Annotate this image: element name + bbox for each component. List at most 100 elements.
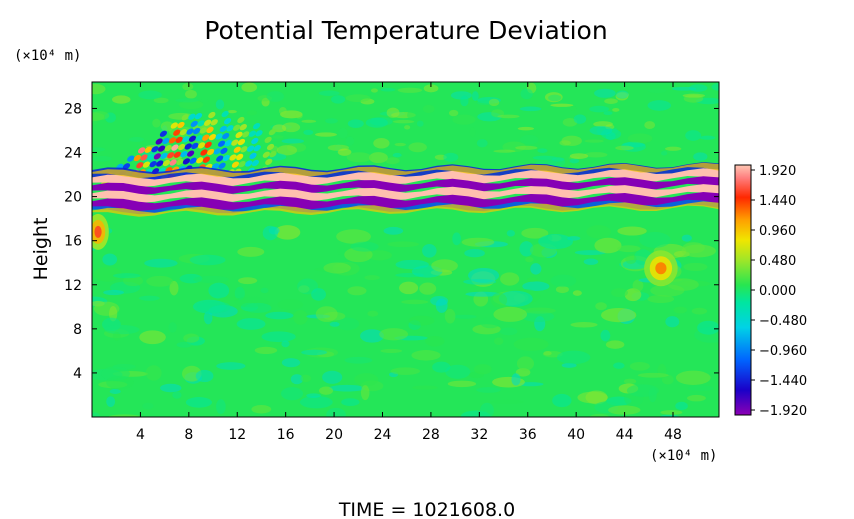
- field-texture: [182, 83, 194, 91]
- wave-cell: [208, 133, 217, 141]
- field-texture: [476, 139, 488, 148]
- field-texture: [338, 127, 348, 139]
- field-texture: [122, 275, 144, 287]
- field-texture: [315, 306, 338, 322]
- wave-cell: [160, 152, 168, 159]
- field-texture: [489, 399, 524, 405]
- field-texture: [153, 97, 169, 104]
- field-texture: [444, 308, 456, 324]
- field-texture: [660, 410, 683, 415]
- wave-cell: [169, 159, 177, 166]
- field-texture: [435, 298, 448, 313]
- wave-cell: [153, 153, 161, 160]
- field-texture: [299, 395, 333, 409]
- field-texture: [323, 262, 351, 274]
- wave-cell: [177, 143, 186, 151]
- field-texture: [92, 83, 106, 95]
- wave-cell: [176, 158, 184, 166]
- field-texture: [92, 155, 112, 162]
- warm-blob: [94, 225, 102, 238]
- field-texture: [281, 122, 301, 133]
- field-texture: [443, 152, 459, 162]
- wave-cell: [167, 152, 175, 159]
- field-texture: [281, 358, 301, 368]
- field-texture: [106, 396, 116, 408]
- field-texture: [675, 370, 711, 385]
- field-texture: [548, 94, 562, 102]
- wave-cell: [213, 148, 221, 155]
- field-texture: [616, 90, 629, 99]
- field-texture: [392, 119, 415, 124]
- field-texture: [238, 277, 258, 285]
- field-texture: [138, 295, 160, 301]
- field-texture: [647, 294, 675, 304]
- field-texture: [195, 369, 214, 383]
- field-texture: [463, 278, 497, 285]
- field-texture: [675, 401, 688, 411]
- field-texture: [617, 226, 647, 236]
- wave-cell: [268, 129, 276, 136]
- field-texture: [111, 95, 131, 104]
- field-texture: [237, 246, 265, 257]
- field-texture: [152, 118, 161, 128]
- field-texture: [461, 237, 495, 247]
- wave-cell: [200, 149, 208, 156]
- field-texture: [601, 307, 637, 323]
- field-texture: [93, 266, 122, 282]
- field-texture: [627, 133, 653, 144]
- field-texture: [497, 114, 520, 119]
- field-texture: [360, 385, 370, 401]
- x-tick-label: 32: [470, 427, 488, 443]
- field-texture: [241, 82, 258, 93]
- field-texture: [519, 134, 539, 145]
- field-texture: [397, 87, 423, 93]
- field-texture: [431, 259, 458, 273]
- wave-cell: [249, 152, 257, 159]
- field-texture: [516, 356, 535, 371]
- y-tick-label: 4: [73, 366, 82, 382]
- field-texture: [673, 306, 688, 314]
- wave-cell: [240, 146, 248, 153]
- field-texture: [266, 91, 285, 102]
- wave-cell: [195, 135, 203, 142]
- field-texture: [360, 329, 384, 343]
- field-texture: [108, 305, 118, 322]
- field-texture: [423, 84, 439, 93]
- wave-cell: [189, 157, 197, 164]
- field-texture: [511, 373, 521, 386]
- field-texture: [412, 385, 438, 390]
- wave-cell: [208, 111, 216, 119]
- field-texture: [693, 152, 708, 161]
- field-texture: [687, 385, 714, 392]
- field-texture: [586, 225, 611, 239]
- wave-cell: [193, 127, 201, 135]
- wave-cell: [220, 147, 228, 155]
- plot-area: [91, 81, 720, 418]
- field-texture: [600, 329, 611, 342]
- field-texture: [550, 103, 574, 107]
- field-texture: [522, 307, 556, 314]
- field-texture: [271, 135, 284, 139]
- field-texture: [185, 89, 197, 99]
- field-texture: [408, 142, 427, 153]
- field-texture: [175, 98, 199, 103]
- wave-cell: [194, 113, 203, 120]
- field-texture: [390, 367, 421, 375]
- field-texture: [325, 118, 338, 124]
- field-texture: [594, 88, 616, 98]
- field-texture: [615, 145, 634, 151]
- field-texture: [498, 290, 533, 307]
- field-texture: [197, 301, 231, 314]
- field-texture: [274, 225, 301, 240]
- wave-cell: [222, 132, 230, 140]
- field-texture: [556, 350, 591, 365]
- colorbar-label: 0.000: [759, 284, 796, 299]
- field-texture: [589, 125, 613, 136]
- field-texture: [311, 288, 326, 301]
- colorbar-gradient: [734, 164, 752, 416]
- x-tick-label: 12: [228, 427, 246, 443]
- field-texture: [315, 132, 337, 137]
- x-tick-label: 48: [664, 427, 682, 443]
- x-tick-label: 8: [184, 427, 193, 443]
- field-texture: [572, 290, 582, 296]
